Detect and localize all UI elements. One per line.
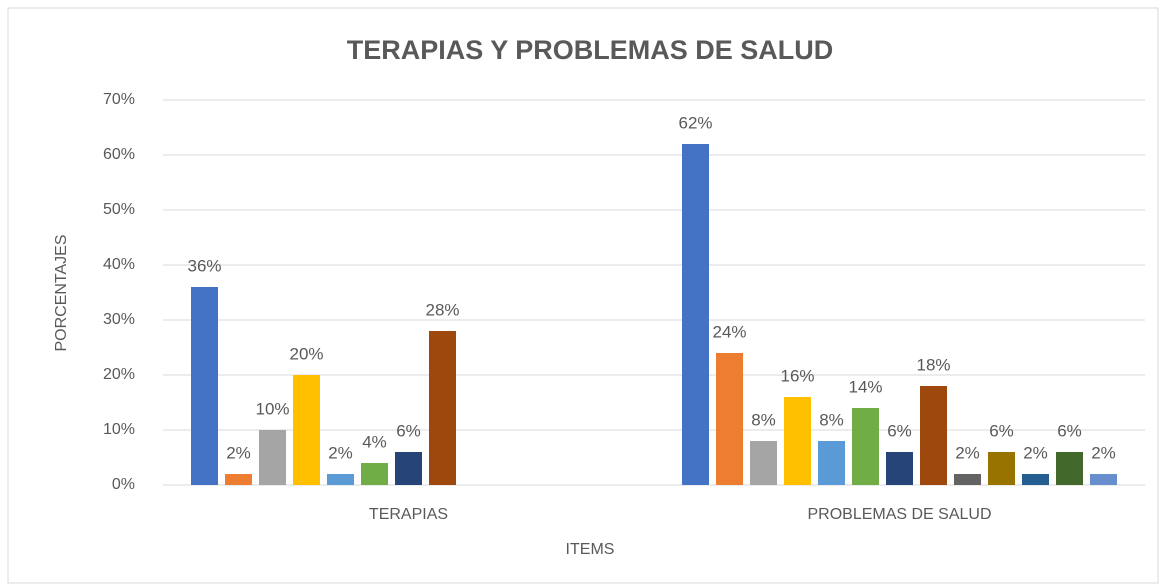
- bar: [259, 430, 286, 485]
- data-label: 10%: [255, 399, 289, 418]
- data-label: 6%: [989, 421, 1014, 440]
- y-tick-label: 70%: [103, 91, 135, 108]
- bar: [988, 452, 1015, 485]
- data-label: 2%: [226, 443, 251, 462]
- data-label: 2%: [1023, 443, 1048, 462]
- bar: [852, 408, 879, 485]
- data-label: 16%: [780, 366, 814, 385]
- data-label: 62%: [678, 113, 712, 132]
- bar: [1090, 474, 1117, 485]
- bar: [1056, 452, 1083, 485]
- bar: [327, 474, 354, 485]
- y-tick-label: 20%: [103, 366, 135, 383]
- bar: [225, 474, 252, 485]
- bar: [395, 452, 422, 485]
- bar: [784, 397, 811, 485]
- data-label: 2%: [955, 443, 980, 462]
- y-tick-label: 60%: [103, 146, 135, 163]
- y-tick-label: 40%: [103, 256, 135, 273]
- chart-frame: [7, 7, 1159, 584]
- x-axis-label: ITEMS: [566, 541, 615, 558]
- y-tick-label: 30%: [103, 311, 135, 328]
- bar: [361, 463, 388, 485]
- bar: [293, 375, 320, 485]
- bar: [429, 331, 456, 485]
- y-axis-label: PORCENTAJES: [53, 234, 70, 351]
- data-label: 4%: [362, 432, 387, 451]
- data-label: 6%: [396, 421, 421, 440]
- data-label: 36%: [187, 256, 221, 275]
- data-label: 6%: [1057, 421, 1082, 440]
- bar: [954, 474, 981, 485]
- data-label: 8%: [751, 410, 776, 429]
- y-tick-label: 10%: [103, 421, 135, 438]
- data-label: 18%: [916, 355, 950, 374]
- data-label: 20%: [289, 344, 323, 363]
- x-tick-label: PROBLEMAS DE SALUD: [807, 506, 991, 523]
- data-label: 2%: [1091, 443, 1116, 462]
- bar: [750, 441, 777, 485]
- chart-title: TERAPIAS Y PROBLEMAS DE SALUD: [347, 35, 834, 65]
- data-label: 14%: [848, 377, 882, 396]
- bar: [716, 353, 743, 485]
- bar: [682, 144, 709, 485]
- y-tick-label: 0%: [112, 476, 135, 493]
- data-label: 2%: [328, 443, 353, 462]
- bar: [191, 287, 218, 485]
- x-tick-label: TERAPIAS: [369, 506, 448, 523]
- bar: [920, 386, 947, 485]
- bar: [886, 452, 913, 485]
- data-label: 6%: [887, 421, 912, 440]
- y-tick-label: 50%: [103, 201, 135, 218]
- data-label: 28%: [425, 300, 459, 319]
- data-label: 8%: [819, 410, 844, 429]
- data-label: 24%: [712, 322, 746, 341]
- bar: [818, 441, 845, 485]
- bar: [1022, 474, 1049, 485]
